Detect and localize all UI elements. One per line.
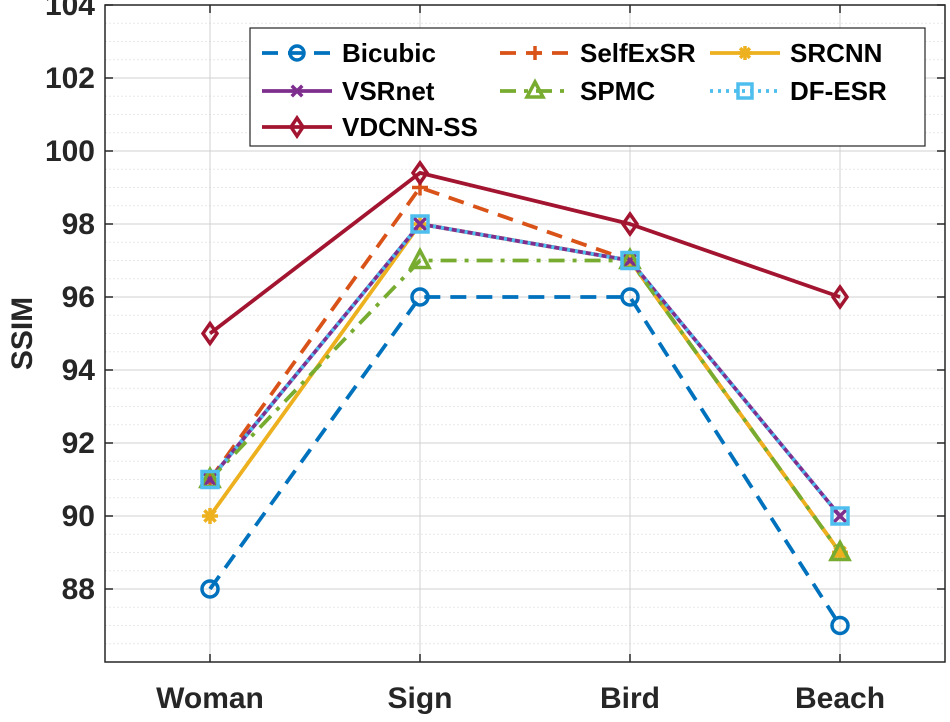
data-point: [202, 508, 218, 524]
data-point: [738, 46, 752, 60]
plot-frame: [104, 4, 946, 663]
y-tick-label: 104: [45, 0, 95, 22]
legend-label: SelfExSR: [580, 38, 696, 68]
data-point: [200, 579, 220, 599]
y-tick-label: 90: [62, 500, 95, 533]
series-line-vdcnn-ss: [208, 170, 841, 336]
data-point: [288, 44, 306, 62]
x-tick-label: Sign: [388, 682, 453, 715]
data-point: [830, 506, 850, 526]
data-point: [832, 508, 848, 524]
data-point: [200, 320, 220, 347]
data-point: [524, 78, 546, 99]
data-point: [410, 214, 430, 234]
legend: Bicubic SelfExSR SRCNN VSRnet SPMC DF-ESR VDCN…: [249, 27, 926, 147]
data-point: [736, 82, 754, 100]
data-point: [620, 210, 640, 238]
data-point: [832, 544, 848, 561]
data-point: [410, 287, 430, 307]
y-tick-label: 100: [45, 135, 95, 168]
x-tick-label: Bird: [600, 682, 660, 715]
legend-label: DF-ESR: [790, 76, 887, 106]
data-point: [200, 469, 220, 490]
x-tick-label: Woman: [156, 682, 264, 715]
y-tick-label: 96: [62, 281, 95, 314]
legend-label: VSRnet: [342, 76, 435, 106]
data-point: [408, 246, 432, 270]
y-tick-label: 94: [62, 354, 96, 387]
y-tick-label: 92: [62, 427, 95, 460]
y-tick-label: 102: [45, 62, 95, 95]
data-point: [528, 46, 542, 60]
legend-label: SRCNN: [790, 38, 882, 68]
legend-label: VDCNN-SS: [342, 112, 478, 142]
data-point: [412, 216, 428, 232]
data-point: [288, 114, 306, 140]
y-axis-ticks: 88 90 92 94 96 98 100 102 104: [45, 0, 945, 606]
series-line-spmc: [208, 258, 842, 554]
legend-label: SPMC: [580, 76, 655, 106]
x-axis-ticks: Woman Sign Bird Beach: [156, 5, 885, 715]
data-point: [410, 159, 430, 186]
y-tick-label: 98: [62, 208, 95, 241]
data-point: [828, 538, 852, 562]
data-point: [290, 84, 304, 98]
x-tick-label: Beach: [795, 682, 885, 715]
legend-label: Bicubic: [342, 38, 436, 68]
data-point: [830, 615, 850, 636]
data-point: [830, 283, 850, 311]
series-line-bicubic: [208, 295, 842, 627]
y-tick-label: 88: [62, 573, 95, 606]
y-axis-label: SSIM: [6, 297, 39, 370]
data-point: [620, 287, 640, 307]
legend-box: [249, 27, 926, 147]
series-markers: [198, 159, 852, 636]
series-line-vsrnet: [208, 222, 842, 518]
series-lines: [208, 170, 842, 627]
data-point: [620, 250, 640, 271]
